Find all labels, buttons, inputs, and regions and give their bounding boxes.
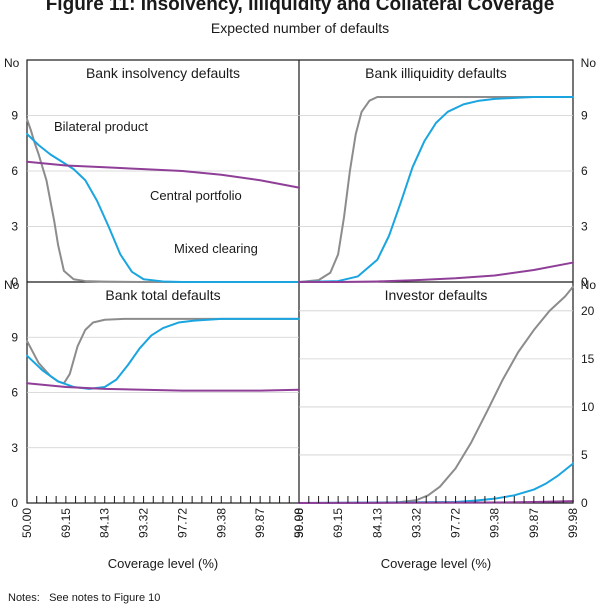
- y-tick-label: 6: [581, 164, 588, 178]
- y-tick-label: 9: [11, 109, 18, 123]
- y-axis-unit-label: No: [581, 56, 597, 70]
- y-axis-unit-label: No: [581, 278, 597, 292]
- notes-label: Notes:: [8, 592, 40, 604]
- series-line-mixed: [26, 317, 300, 390]
- annotation-mixed: Mixed clearing: [174, 241, 258, 256]
- panel-title: Investor defaults: [385, 287, 488, 303]
- x-tick-label: 99.38: [214, 508, 228, 538]
- series-line-mixed: [26, 133, 300, 283]
- series-line-central: [26, 382, 300, 392]
- x-tick-label: 50.00: [20, 508, 34, 538]
- y-tick-label: 3: [581, 220, 588, 234]
- y-tick-label: 6: [11, 386, 18, 400]
- y-axis-unit-label: No: [4, 56, 20, 70]
- annotation-central: Central portfolio: [150, 188, 242, 203]
- x-tick-label: 69.15: [331, 508, 345, 538]
- x-tick-label: 99.87: [253, 508, 267, 538]
- notes-text: See notes to Figure 10: [49, 592, 161, 604]
- y-tick-label: 6: [11, 164, 18, 178]
- panel-title: Bank total defaults: [105, 287, 220, 303]
- x-axis-label: Coverage level (%): [108, 556, 219, 571]
- x-tick-label: 97.72: [175, 508, 189, 538]
- series-line-mixed: [298, 96, 574, 283]
- panel-title: Bank illiquidity defaults: [365, 65, 507, 81]
- y-tick-label: 0: [581, 496, 588, 510]
- y-axis-unit-label: No: [4, 278, 20, 292]
- x-tick-label: 50.00: [292, 508, 306, 538]
- x-tick-label: 99.98: [292, 508, 306, 538]
- y-tick-label: 0: [581, 275, 588, 289]
- series-line-mixed: [298, 462, 574, 504]
- figure-title: Figure 11: Insolvency, Illiquidity and C…: [45, 0, 555, 15]
- panel-content: 0 3 6 9 No Bank insolvency defaults Bilateral …: [4, 56, 596, 571]
- y-tick-label: 5: [581, 448, 588, 462]
- annotation-bilateral: Bilateral product: [54, 119, 148, 134]
- y-tick-label: 9: [581, 109, 588, 123]
- notes: Notes: See notes to Figure 10: [8, 592, 160, 604]
- x-tick-label: 84.13: [370, 508, 384, 538]
- series-line-bilateral: [298, 96, 574, 283]
- series-line-bilateral: [298, 285, 574, 504]
- y-tick-label: 9: [11, 330, 18, 344]
- x-tick-label: 84.13: [98, 508, 112, 538]
- x-tick-label: 99.38: [488, 508, 502, 538]
- y-tick-label: 10: [581, 400, 595, 414]
- series-line-central: [298, 261, 574, 283]
- series-line-central: [26, 160, 300, 189]
- y-tick-label: 3: [11, 220, 18, 234]
- x-tick-label: 69.15: [59, 508, 73, 538]
- x-tick-label: 93.32: [137, 508, 151, 538]
- y-tick-label: 20: [581, 304, 595, 318]
- y-tick-label: 0: [11, 496, 18, 510]
- y-tick-label: 15: [581, 352, 595, 366]
- y-tick-label: 0: [11, 275, 18, 289]
- panel-title: Bank insolvency defaults: [86, 65, 240, 81]
- y-tick-label: 3: [11, 441, 18, 455]
- x-tick-label: 97.72: [449, 508, 463, 538]
- figure-subtitle: Expected number of defaults: [210, 20, 390, 36]
- x-tick-label: 99.87: [527, 508, 541, 538]
- x-tick-label: 93.32: [409, 508, 423, 538]
- x-tick-label: 99.98: [566, 508, 580, 538]
- x-axis-label: Coverage level (%): [381, 556, 492, 571]
